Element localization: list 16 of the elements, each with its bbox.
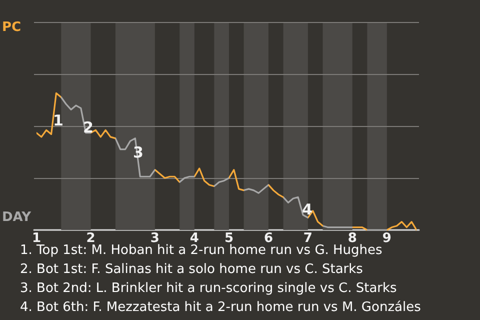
text: 4. Bot 6th: F. Mezzatesta hit a 2-run home run vs M. Gonzáles	[20, 300, 422, 315]
x-tick-label: 8	[348, 231, 357, 246]
text: 3. Bot 2nd: L. Brinkler hit a run-scoring single vs C. Starks	[20, 281, 398, 296]
x-tick-label: 9	[382, 231, 392, 246]
x-tick-label: 5	[224, 231, 234, 246]
text: 1. Top 1st: M. Hoban hit a 2-run home run vs G. Hughes	[20, 243, 383, 258]
x-tick-label: 7	[303, 231, 312, 246]
x-tick-label: 2	[86, 231, 96, 246]
annotation: 1	[53, 112, 64, 130]
annotation: 4	[302, 200, 312, 218]
x-tick-label: 3	[150, 231, 160, 246]
text: DAY	[2, 210, 32, 225]
text: PC	[2, 20, 22, 35]
x-tick-label: 1	[32, 231, 41, 246]
text: 2. Bot 1st: F. Salinas hit a solo home run vs C. Starks	[20, 262, 364, 277]
x-tick-label: 6	[264, 231, 273, 246]
